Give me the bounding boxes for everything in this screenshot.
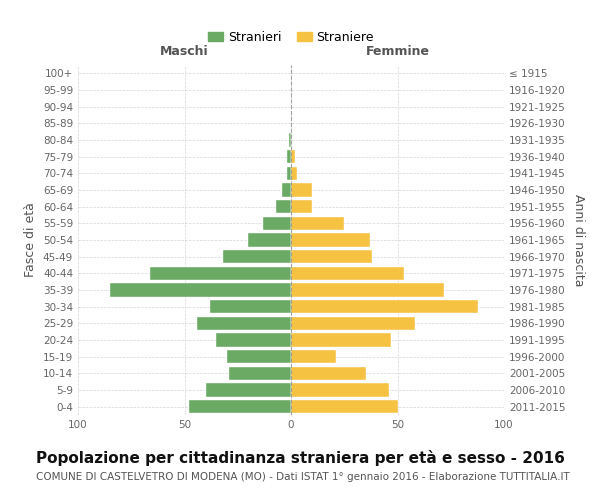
Text: Popolazione per cittadinanza straniera per età e sesso - 2016: Popolazione per cittadinanza straniera p… [36,450,565,466]
Bar [291,366,365,380]
Bar [287,166,291,180]
Bar [151,266,291,280]
Bar [217,334,291,346]
Bar [210,300,291,314]
Bar [291,184,313,196]
Bar [291,334,391,346]
Bar [291,234,370,246]
Bar [291,166,298,180]
Bar [227,350,291,364]
Bar [189,400,291,413]
Bar [287,150,291,164]
Bar [283,184,291,196]
Bar [291,284,445,296]
Bar [263,216,291,230]
Bar [110,284,291,296]
Text: Femmine: Femmine [365,46,430,59]
Bar [291,200,313,213]
Y-axis label: Anni di nascita: Anni di nascita [572,194,585,286]
Bar [248,234,291,246]
Bar [291,400,398,413]
Text: Maschi: Maschi [160,46,209,59]
Bar [291,300,478,314]
Bar [197,316,291,330]
Bar [291,250,372,264]
Text: COMUNE DI CASTELVETRO DI MODENA (MO) - Dati ISTAT 1° gennaio 2016 - Elaborazione: COMUNE DI CASTELVETRO DI MODENA (MO) - D… [36,472,570,482]
Bar [289,134,291,146]
Bar [223,250,291,264]
Bar [291,384,389,396]
Y-axis label: Fasce di età: Fasce di età [25,202,37,278]
Bar [291,316,415,330]
Legend: Stranieri, Straniere: Stranieri, Straniere [203,26,379,49]
Bar [291,266,404,280]
Bar [229,366,291,380]
Bar [291,350,336,364]
Bar [291,150,295,164]
Bar [276,200,291,213]
Bar [291,216,344,230]
Bar [206,384,291,396]
